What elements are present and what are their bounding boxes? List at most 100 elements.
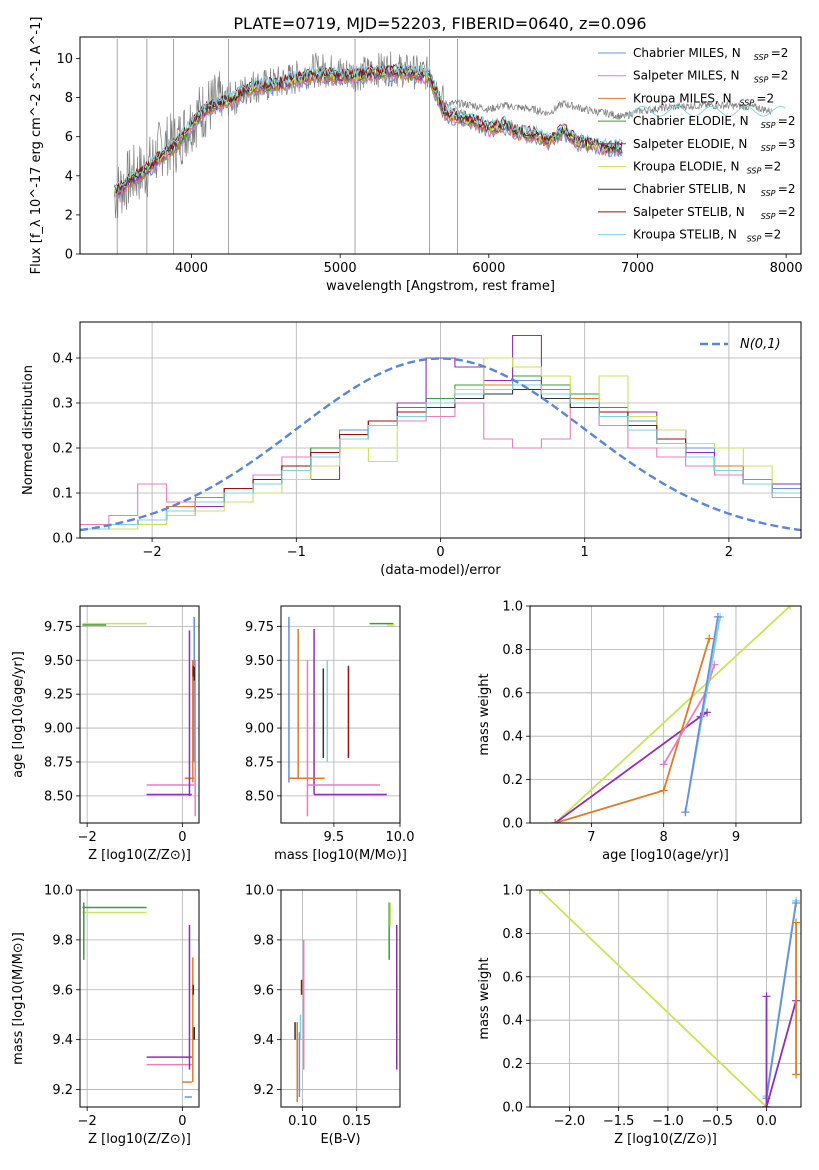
- weight-marker: [792, 899, 801, 908]
- x-tick-label: −2: [78, 1114, 97, 1129]
- weight-marker: [703, 708, 712, 717]
- axes-frame: [280, 889, 401, 1108]
- weight-marker: [792, 918, 801, 927]
- legend-count: =2: [764, 160, 782, 174]
- y-tick-label: 0.0: [52, 532, 73, 547]
- legend-label: Kroupa ELODIE, N: [633, 160, 740, 174]
- x-tick-label: 7000: [621, 261, 654, 276]
- legend-count: =2: [778, 182, 796, 196]
- y-tick-label: 9.4: [253, 1033, 274, 1048]
- weight-marker: [705, 634, 714, 643]
- legend: N(0,1): [700, 337, 781, 352]
- legend-count: =2: [778, 205, 796, 219]
- y-tick-label: 9.75: [245, 620, 274, 635]
- axes-frame: [79, 36, 802, 255]
- x-tick-label: −0.5: [701, 1114, 733, 1129]
- y-tick-label: 0.4: [502, 730, 523, 745]
- x-axis-label: (data-model)/error: [380, 563, 501, 578]
- y-tick-label: 0.2: [502, 1057, 523, 1072]
- x-tick-label: 6000: [472, 261, 505, 276]
- y-axis-label: Flux [f_λ 10^-17 erg cm^-2 s^-1 A^-1]: [29, 17, 44, 275]
- y-tick-label: 9.6: [52, 983, 73, 998]
- axes-frame: [280, 605, 401, 824]
- plot-area: [82, 902, 195, 1098]
- weight-line: [684, 616, 719, 813]
- legend-count: =2: [771, 69, 789, 83]
- y-axis-label: mass weight: [477, 673, 492, 755]
- y-tick-label: 9.50: [245, 654, 274, 669]
- weight-marker: [792, 1070, 801, 1079]
- y-tick-label: 9.00: [245, 722, 274, 737]
- y-tick-label: 8.50: [245, 789, 274, 804]
- x-axis-label: Z [log10(Z/Z⊙)]: [614, 1132, 717, 1147]
- x-axis-label: Z [log10(Z/Z⊙)]: [88, 1132, 191, 1147]
- legend-label: Salpeter ELODIE, N: [633, 137, 747, 151]
- axes-frame: [529, 605, 802, 824]
- y-tick-label: 0.6: [502, 686, 523, 701]
- legend-label: N(0,1): [740, 337, 781, 352]
- y-tick-label: 0.3: [52, 397, 73, 412]
- x-tick-label: 2: [725, 545, 733, 560]
- x-tick-label: 1: [581, 545, 589, 560]
- legend-label: Kroupa MILES, N: [633, 91, 732, 105]
- x-tick-label: 9.5: [324, 830, 345, 845]
- y-tick-label: 10: [56, 52, 73, 67]
- weight-line: [765, 902, 797, 1099]
- panel-age_vs_mass: 9.5 10.0 8.50 8.75 9.00 9.25 9.50 9.75 mass [log…: [245, 605, 415, 863]
- x-tick-label: −1.5: [603, 1114, 635, 1129]
- legend-subscript: SSP: [754, 76, 769, 85]
- panel-spectrum: 4000 5000 6000 7000 8000 0 2 4 6 8 10 wavelength [A…: [29, 17, 803, 294]
- model-spectrum-line: [113, 63, 623, 189]
- x-tick-label: 5000: [324, 261, 357, 276]
- x-tick-label: 7: [587, 830, 595, 845]
- figure-title: PLATE=0719, MJD=52203, FIBERID=0640, z=0…: [233, 14, 646, 33]
- weight-marker: [681, 808, 690, 817]
- x-tick-label: 0.15: [342, 1114, 371, 1129]
- x-tick-label: −2.0: [554, 1114, 586, 1129]
- normal-curve: [80, 357, 801, 532]
- axes-frame: [79, 321, 802, 539]
- legend-count: =2: [771, 46, 789, 60]
- legend-subscript: SSP: [761, 212, 776, 221]
- weight-line: [555, 638, 711, 823]
- y-tick-label: 0.1: [52, 487, 73, 502]
- weight-marker: [786, 606, 795, 610]
- x-tick-label: −1: [287, 545, 306, 560]
- model-spectrum-line: [113, 64, 623, 194]
- y-tick-label: 9.8: [52, 933, 73, 948]
- model-spectrum-line: [113, 63, 623, 188]
- y-axis-label: mass weight: [477, 957, 492, 1039]
- weight-marker: [659, 786, 668, 795]
- y-tick-label: 9.75: [44, 620, 73, 635]
- axes-frame: [529, 889, 802, 1108]
- y-tick-label: 0.2: [52, 442, 73, 457]
- x-tick-label: 10.0: [386, 830, 415, 845]
- y-tick-label: 0: [65, 248, 73, 263]
- legend-count: =2: [757, 91, 775, 105]
- y-tick-label: 0.8: [502, 927, 523, 942]
- legend-label: Salpeter MILES, N: [633, 69, 740, 83]
- y-tick-label: 9.2: [52, 1083, 73, 1098]
- x-tick-label: 0: [178, 1114, 186, 1129]
- panel-weight_vs_age: 7 8 9 0.0 0.2 0.4 0.6 0.8 1.0 age [log10(age/yr)]…: [477, 600, 802, 863]
- panel-weight_vs_Z: −2.0 −1.5 −1.0 −0.5 0.0 0.0 0.2 0.4 0.6 0.8 1.0 Z […: [477, 884, 802, 1147]
- weight-marker: [551, 819, 560, 823]
- legend-label: Chabrier STELIB, N: [633, 182, 746, 196]
- y-tick-label: 9.25: [245, 688, 274, 703]
- axes-frame: [79, 605, 200, 824]
- y-axis-label: mass [log10(M/M⊙)]: [11, 932, 26, 1065]
- y-tick-label: 10.0: [245, 884, 274, 899]
- plot-area: [288, 616, 395, 817]
- weight-line: [554, 606, 791, 823]
- y-tick-label: 6: [65, 130, 73, 145]
- y-axis-label: Normed distribution: [21, 365, 36, 495]
- x-tick-label: 4000: [175, 261, 208, 276]
- x-tick-label: 9: [732, 830, 740, 845]
- y-tick-label: 0.0: [502, 817, 523, 832]
- weight-marker: [659, 760, 668, 769]
- x-axis-label: E(B-V): [320, 1132, 360, 1147]
- y-tick-label: 0.8: [502, 643, 523, 658]
- legend-count: =3: [778, 137, 796, 151]
